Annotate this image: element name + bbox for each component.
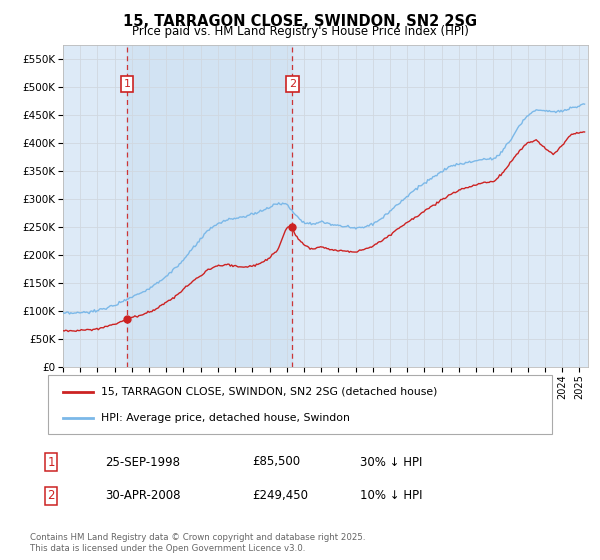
- Text: £249,450: £249,450: [252, 489, 308, 502]
- Text: HPI: Average price, detached house, Swindon: HPI: Average price, detached house, Swin…: [101, 413, 350, 423]
- Text: 1: 1: [124, 79, 131, 89]
- Bar: [127, 45, 292, 367]
- Text: 15, TARRAGON CLOSE, SWINDON, SN2 2SG (detached house): 15, TARRAGON CLOSE, SWINDON, SN2 2SG (de…: [101, 386, 437, 396]
- Text: Contains HM Land Registry data © Crown copyright and database right 2025.
This d: Contains HM Land Registry data © Crown c…: [30, 533, 365, 553]
- Text: 10% ↓ HPI: 10% ↓ HPI: [360, 489, 422, 502]
- Text: 25-SEP-1998: 25-SEP-1998: [105, 455, 180, 469]
- Text: £85,500: £85,500: [252, 455, 300, 469]
- FancyBboxPatch shape: [48, 375, 552, 434]
- Text: 30-APR-2008: 30-APR-2008: [105, 489, 181, 502]
- Text: 15, TARRAGON CLOSE, SWINDON, SN2 2SG: 15, TARRAGON CLOSE, SWINDON, SN2 2SG: [123, 14, 477, 29]
- Text: 2: 2: [289, 79, 296, 89]
- Text: 2: 2: [47, 489, 55, 502]
- Text: 30% ↓ HPI: 30% ↓ HPI: [360, 455, 422, 469]
- Text: Price paid vs. HM Land Registry's House Price Index (HPI): Price paid vs. HM Land Registry's House …: [131, 25, 469, 38]
- Text: 1: 1: [47, 455, 55, 469]
